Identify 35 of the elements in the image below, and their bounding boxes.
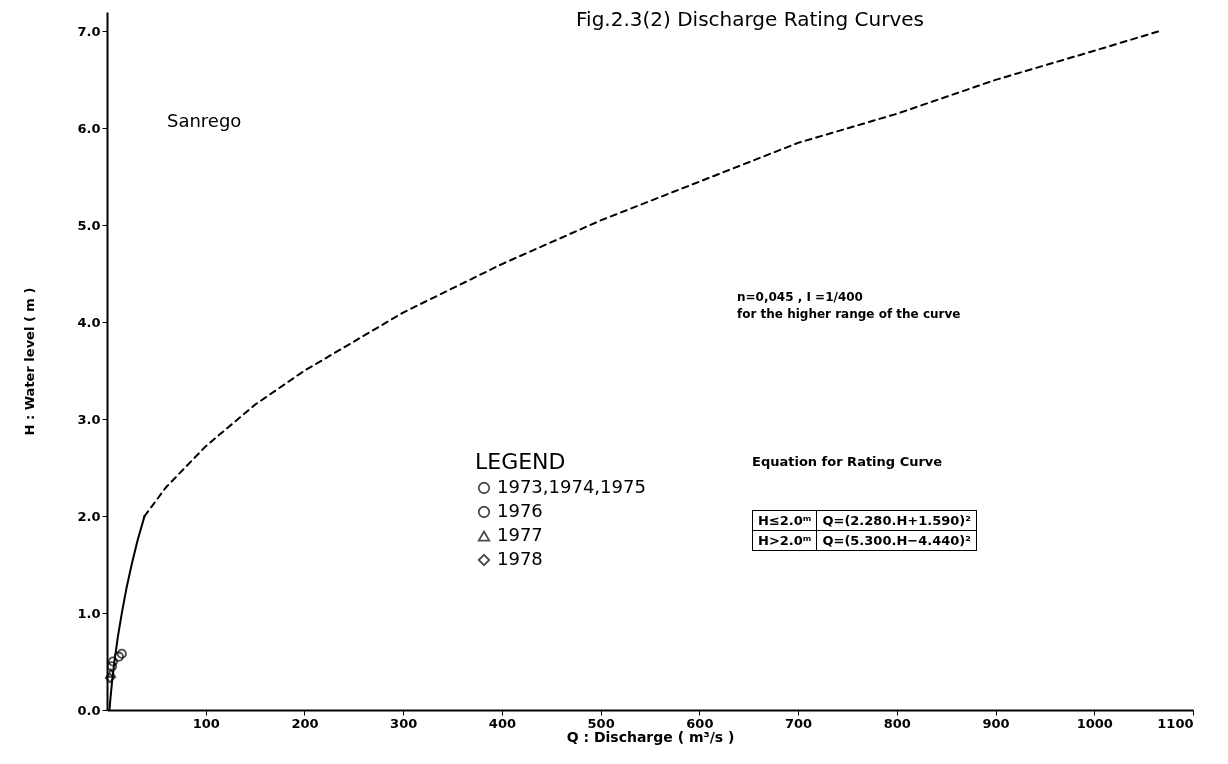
y-axis-title: H : Water level ( m ) xyxy=(22,287,38,436)
y-tick-label: 4.0 xyxy=(77,314,101,330)
annotation: H>2.0ᵐ xyxy=(752,530,817,551)
annotation: n=0,045 , I =1/400 xyxy=(737,290,863,304)
x-tick-label: 900 xyxy=(982,715,1010,731)
y-tick-label: 2.0 xyxy=(77,508,101,524)
x-tick-label: 400 xyxy=(488,715,516,731)
chart-title: Fig.2.3(2) Discharge Rating Curves xyxy=(576,7,924,31)
legend-label: 1978 xyxy=(497,548,543,569)
x-tick-label: 1000 xyxy=(1076,715,1113,731)
y-tick-label: 0.0 xyxy=(77,702,101,718)
x-tick-label: 200 xyxy=(291,715,319,731)
annotation: Equation for Rating Curve xyxy=(752,454,943,469)
legend-label: 1976 xyxy=(497,500,543,521)
x-tick-label: 700 xyxy=(785,715,813,731)
y-tick-label: 3.0 xyxy=(77,411,101,427)
annotation: for the higher range of the curve xyxy=(737,307,961,321)
legend-title: LEGEND xyxy=(475,449,566,474)
x-tick-label: 500 xyxy=(587,715,615,731)
x-tick-label: 100 xyxy=(192,715,220,731)
y-tick-label: 6.0 xyxy=(77,120,101,136)
y-tick-label: 1.0 xyxy=(77,605,101,621)
y-tick-label: 7.0 xyxy=(77,23,101,39)
x-tick-label: 800 xyxy=(883,715,911,731)
y-tick-label: 5.0 xyxy=(77,217,101,233)
annotation: Sanrego xyxy=(167,110,242,131)
x-tick-label: 600 xyxy=(686,715,714,731)
annotation: Q=(2.280.H+1.590)² xyxy=(816,510,977,531)
annotation: Q=(5.300.H−4.440)² xyxy=(816,530,977,551)
x-tick-label: 300 xyxy=(390,715,418,731)
annotation: H≤2.0ᵐ xyxy=(752,510,817,531)
legend-label: 1977 xyxy=(497,524,543,545)
x-tick-label: 1100 xyxy=(1157,715,1194,731)
legend-label: 1973,1974,1975 xyxy=(497,476,646,497)
x-axis-title: Q : Discharge ( m³/s ) xyxy=(566,728,735,745)
